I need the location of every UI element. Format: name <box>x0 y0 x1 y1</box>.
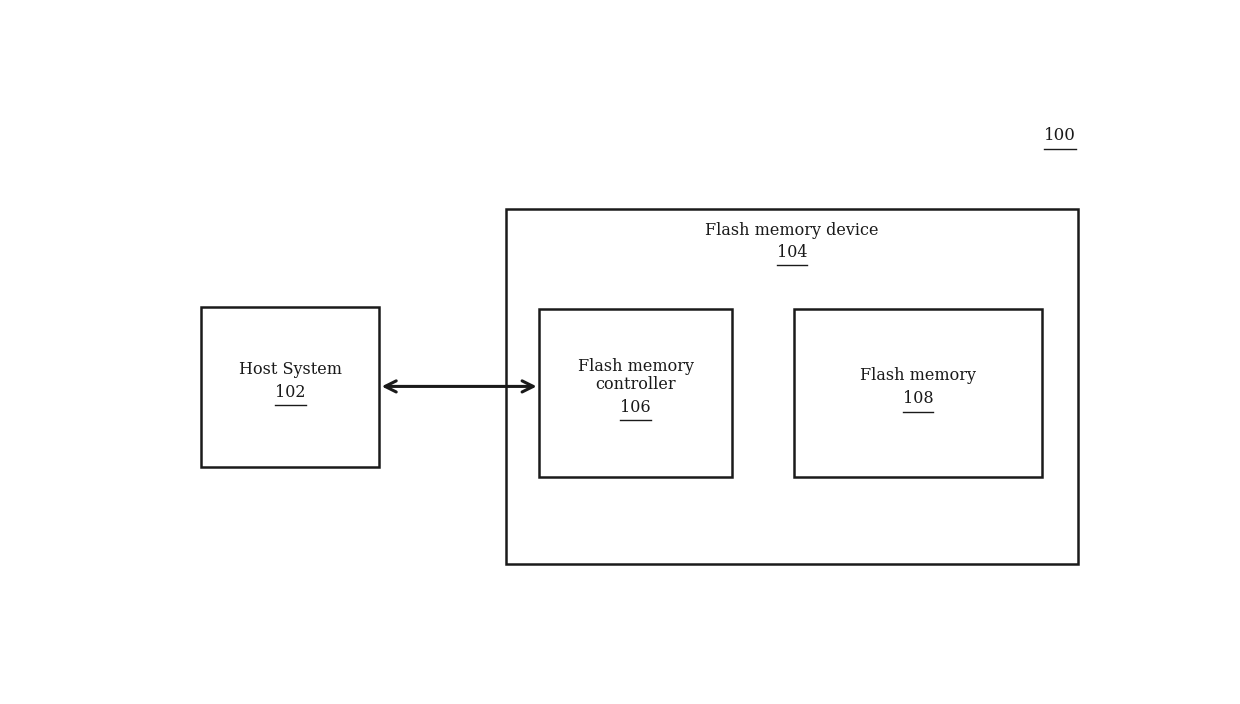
Text: controller: controller <box>595 376 676 393</box>
Text: Flash memory device: Flash memory device <box>706 222 879 239</box>
Text: 106: 106 <box>620 399 651 416</box>
Text: Host System: Host System <box>239 360 342 377</box>
Text: 108: 108 <box>903 391 934 408</box>
Text: 104: 104 <box>777 244 807 261</box>
Bar <box>506 209 1078 564</box>
Bar <box>794 310 1042 477</box>
Bar <box>201 307 379 467</box>
Text: Flash memory: Flash memory <box>578 358 693 375</box>
Text: 100: 100 <box>1044 127 1076 144</box>
Text: 102: 102 <box>275 384 306 401</box>
Bar <box>539 310 732 477</box>
Text: Flash memory: Flash memory <box>861 367 976 384</box>
